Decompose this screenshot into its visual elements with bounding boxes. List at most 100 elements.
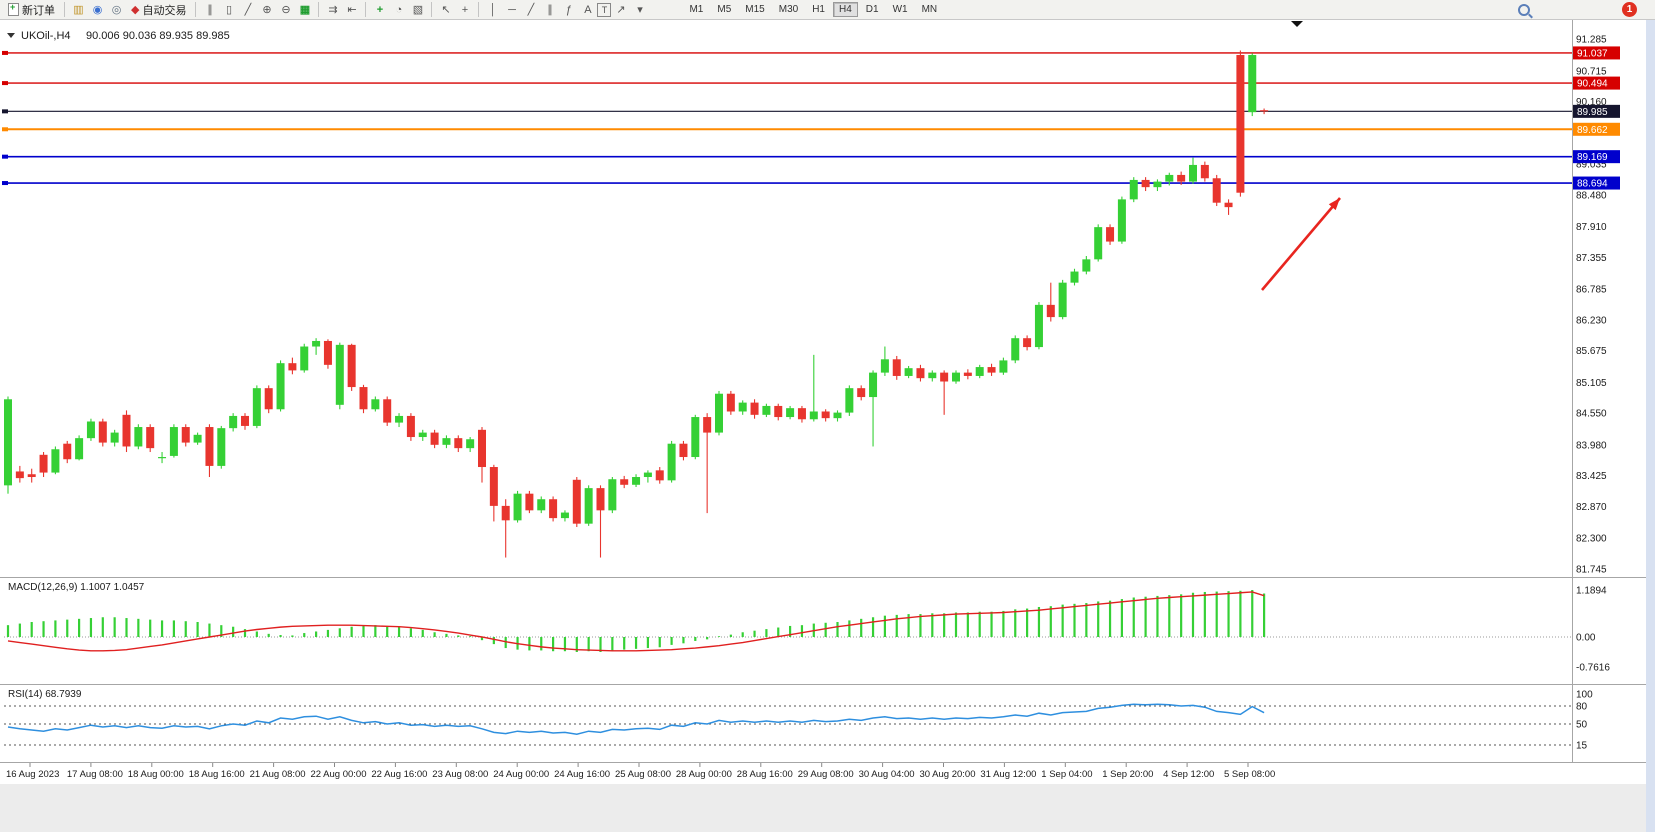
dropdown-arrow-icon[interactable]: ▾ bbox=[637, 4, 643, 16]
template-icon[interactable]: ▧ bbox=[412, 4, 424, 16]
svg-text:86.785: 86.785 bbox=[1576, 285, 1607, 296]
svg-text:90.160: 90.160 bbox=[1576, 97, 1607, 108]
svg-text:4 Sep 12:00: 4 Sep 12:00 bbox=[1163, 769, 1214, 780]
toolbar-separator bbox=[431, 2, 433, 17]
svg-text:1 Sep 20:00: 1 Sep 20:00 bbox=[1102, 769, 1153, 780]
toolbar-separator bbox=[318, 2, 320, 17]
timeframe-button-m1[interactable]: M1 bbox=[683, 2, 709, 17]
chart-title: UKOil-,H4 90.006 90.036 89.935 89.985 bbox=[7, 30, 230, 42]
svg-text:88.694: 88.694 bbox=[1577, 179, 1608, 190]
svg-text:1.1894: 1.1894 bbox=[1576, 586, 1607, 597]
toolbar-separator bbox=[64, 2, 65, 17]
bar-chart-icon[interactable]: ∥ bbox=[207, 4, 213, 16]
periods-icon[interactable]: ◔ bbox=[395, 3, 403, 16]
svg-text:85.105: 85.105 bbox=[1576, 378, 1607, 389]
timeframe-button-h1[interactable]: H1 bbox=[806, 2, 831, 17]
timeframe-button-m15[interactable]: M15 bbox=[739, 2, 770, 17]
svg-text:17 Aug 08:00: 17 Aug 08:00 bbox=[67, 769, 123, 780]
svg-text:30 Aug 20:00: 30 Aug 20:00 bbox=[920, 769, 976, 780]
svg-text:87.910: 87.910 bbox=[1576, 222, 1607, 233]
svg-text:22 Aug 16:00: 22 Aug 16:00 bbox=[371, 769, 427, 780]
chart-shift-icon[interactable]: ⇤ bbox=[347, 4, 357, 16]
new-order-label: 新订单 bbox=[22, 4, 55, 17]
zoom-in-icon[interactable]: ⊕ bbox=[262, 4, 272, 16]
svg-text:25 Aug 08:00: 25 Aug 08:00 bbox=[615, 769, 671, 780]
svg-text:50: 50 bbox=[1576, 720, 1588, 731]
svg-text:86.230: 86.230 bbox=[1576, 315, 1607, 326]
svg-text:91.037: 91.037 bbox=[1577, 48, 1608, 59]
auto-trading-icon: ◆ bbox=[131, 4, 140, 16]
channel-icon[interactable]: ∥ bbox=[547, 4, 553, 16]
notification-badge[interactable]: 1 bbox=[1622, 2, 1637, 17]
svg-text:87.355: 87.355 bbox=[1576, 253, 1607, 264]
timeframe-button-h4[interactable]: H4 bbox=[832, 2, 858, 17]
charts-icon[interactable]: ▥ bbox=[73, 4, 84, 16]
search-icon[interactable] bbox=[1518, 4, 1530, 16]
svg-text:90.715: 90.715 bbox=[1576, 66, 1607, 77]
auto-trading-button[interactable]: ◆ 自动交易 bbox=[126, 0, 191, 20]
text-label-icon[interactable]: T bbox=[597, 2, 612, 17]
svg-text:31 Aug 12:00: 31 Aug 12:00 bbox=[980, 769, 1036, 780]
crosshair-icon[interactable]: + bbox=[461, 3, 469, 16]
tile-windows-icon[interactable]: ▦ bbox=[299, 4, 311, 16]
svg-text:82.870: 82.870 bbox=[1576, 502, 1607, 513]
toolbar-separator bbox=[478, 2, 480, 17]
svg-text:82.300: 82.300 bbox=[1576, 534, 1607, 545]
svg-text:90.006 90.036 89.935 89.985: 90.006 90.036 89.935 89.985 bbox=[86, 30, 230, 42]
svg-text:-0.7616: -0.7616 bbox=[1576, 663, 1610, 674]
svg-text:23 Aug 08:00: 23 Aug 08:00 bbox=[432, 769, 488, 780]
macd-signal-line bbox=[7, 591, 1265, 652]
svg-text:89.169: 89.169 bbox=[1577, 152, 1608, 163]
new-order-button[interactable]: 新订单 bbox=[3, 0, 60, 20]
timeframe-button-mn[interactable]: MN bbox=[916, 2, 944, 17]
time-axis[interactable]: 16 Aug 2023 17 Aug 08:00 18 Aug 00:00 18 Au… bbox=[6, 763, 1275, 780]
timeframe-button-d1[interactable]: D1 bbox=[860, 2, 885, 17]
title-collapse-icon bbox=[7, 33, 15, 38]
svg-text:91.285: 91.285 bbox=[1576, 35, 1607, 46]
macd-panel: MACD(12,26,9) 1.1007 1.0457 1.1894 0.00 -0.… bbox=[4, 582, 1610, 674]
candlesticks bbox=[4, 50, 1269, 558]
text-icon[interactable]: A bbox=[584, 3, 592, 16]
horizontal-level-lines[interactable] bbox=[2, 50, 1572, 186]
svg-text:UKOil-,H4: UKOil-,H4 bbox=[21, 30, 71, 42]
new-order-icon bbox=[8, 2, 19, 16]
price-axis[interactable]: 91.285 90.715 90.160 89.035 88.480 87.910 87.3… bbox=[1573, 35, 1620, 576]
cursor-icon[interactable]: ↖ bbox=[441, 4, 451, 16]
svg-text:5 Sep 08:00: 5 Sep 08:00 bbox=[1224, 769, 1275, 780]
svg-text:MACD(12,26,9) 1.1007 1.0457: MACD(12,26,9) 1.1007 1.0457 bbox=[8, 582, 145, 593]
candlestick-chart-icon[interactable]: ▯ bbox=[225, 4, 232, 16]
zoom-out-icon[interactable]: ⊖ bbox=[281, 4, 291, 16]
svg-text:80: 80 bbox=[1576, 702, 1588, 713]
svg-text:89.985: 89.985 bbox=[1577, 107, 1608, 118]
svg-text:28 Aug 00:00: 28 Aug 00:00 bbox=[676, 769, 732, 780]
fibonacci-icon[interactable]: ƒ bbox=[565, 3, 573, 16]
timeframe-group: M1 M5 M15 M30 H1 H4 D1 W1 MN bbox=[683, 2, 943, 17]
svg-text:24 Aug 00:00: 24 Aug 00:00 bbox=[493, 769, 549, 780]
svg-text:15: 15 bbox=[1576, 741, 1588, 752]
timeframe-button-m30[interactable]: M30 bbox=[773, 2, 804, 17]
chart-shift-marker[interactable] bbox=[1291, 21, 1303, 27]
horizontal-line-icon[interactable]: ─ bbox=[508, 3, 516, 16]
support-icon[interactable]: ◎ bbox=[111, 4, 122, 16]
svg-text:21 Aug 08:00: 21 Aug 08:00 bbox=[250, 769, 306, 780]
svg-text:24 Aug 16:00: 24 Aug 16:00 bbox=[554, 769, 610, 780]
line-chart-icon[interactable]: ╱ bbox=[244, 4, 252, 16]
arrow-annotation[interactable] bbox=[1261, 197, 1341, 291]
profile-icon[interactable]: ◉ bbox=[92, 4, 103, 16]
indicators-icon[interactable]: + bbox=[376, 3, 384, 16]
timeframe-button-w1[interactable]: W1 bbox=[887, 2, 914, 17]
svg-text:83.980: 83.980 bbox=[1576, 440, 1607, 451]
vertical-line-icon[interactable]: │ bbox=[489, 3, 497, 16]
arrows-tool-icon[interactable]: ↗ bbox=[616, 4, 626, 16]
trendline-icon[interactable]: ╱ bbox=[527, 4, 535, 16]
auto-scroll-icon[interactable]: ⇉ bbox=[328, 4, 338, 16]
svg-text:81.745: 81.745 bbox=[1576, 564, 1607, 575]
svg-text:100: 100 bbox=[1576, 690, 1593, 701]
timeframe-button-m5[interactable]: M5 bbox=[711, 2, 737, 17]
window-right-edge[interactable] bbox=[1646, 20, 1655, 832]
toolbar-separator bbox=[195, 2, 197, 17]
auto-trading-label: 自动交易 bbox=[142, 4, 187, 17]
svg-text:29 Aug 08:00: 29 Aug 08:00 bbox=[798, 769, 854, 780]
